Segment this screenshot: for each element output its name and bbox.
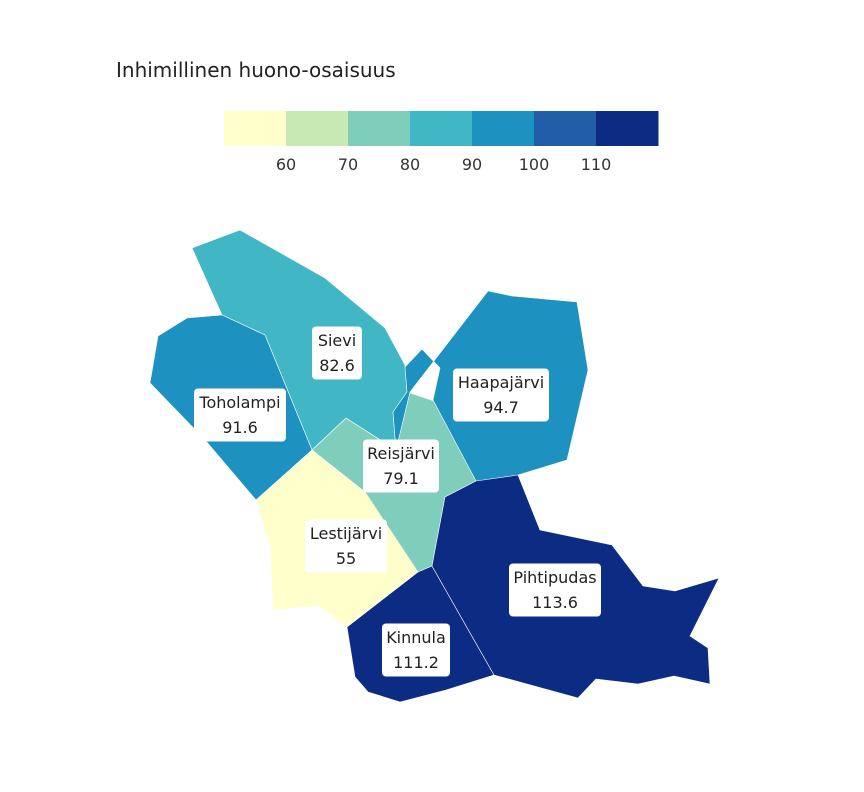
legend-tick-label: 110: [581, 155, 612, 174]
legend-swatch: [286, 111, 349, 146]
region-label-box: [509, 563, 601, 617]
legend-ticks: 60 70 80 90 100 110: [276, 155, 611, 174]
legend-tick-label: 70: [338, 155, 358, 174]
region-label-box: [453, 368, 549, 422]
legend: 60 70 80 90 100 110: [224, 111, 659, 174]
region-label-pihtipudas: Pihtipudas 113.6: [509, 563, 601, 617]
region-label-haapajarvi: Haapajärvi 94.7: [453, 368, 549, 422]
legend-swatch: [472, 111, 535, 146]
region-value: 79.1: [383, 469, 419, 488]
legend-swatch: [224, 111, 287, 146]
region-label-sievi: Sievi 82.6: [312, 326, 362, 380]
region-name: Toholampi: [198, 393, 280, 412]
region-name: Reisjärvi: [367, 444, 435, 463]
region-label-toholampi: Toholampi 91.6: [194, 388, 286, 442]
region-label-box: [305, 519, 387, 573]
legend-swatch: [348, 111, 411, 146]
legend-swatch: [596, 111, 659, 146]
legend-swatch: [410, 111, 473, 146]
region-name: Lestijärvi: [310, 524, 382, 543]
region-label-lestijarvi: Lestijärvi 55: [305, 519, 387, 573]
legend-tick-label: 90: [462, 155, 482, 174]
region-value: 55: [336, 549, 356, 568]
legend-swatch: [534, 111, 597, 146]
legend-tick-label: 100: [519, 155, 550, 174]
region-value: 91.6: [222, 418, 258, 437]
legend-swatches: [224, 111, 659, 146]
region-value: 82.6: [319, 356, 355, 375]
region-labels: Sievi 82.6 Toholampi 91.6 Haapajärvi 94.7 Reis…: [194, 326, 601, 677]
region-name: Sievi: [318, 331, 356, 350]
region-value: 94.7: [483, 398, 519, 417]
map-title: Inhimillinen huono-osaisuus: [116, 58, 396, 82]
region-name: Pihtipudas: [513, 568, 596, 587]
region-name: Haapajärvi: [458, 373, 544, 392]
legend-tick-label: 60: [276, 155, 296, 174]
legend-tick-label: 80: [400, 155, 420, 174]
region-label-kinnula: Kinnula 111.2: [382, 623, 450, 677]
region-label-box: [363, 439, 439, 493]
region-label-box: [382, 623, 450, 677]
region-name: Kinnula: [386, 628, 446, 647]
region-value: 111.2: [393, 653, 439, 672]
region-value: 113.6: [532, 593, 578, 612]
region-label-box: [194, 388, 286, 442]
region-label-box: [312, 326, 362, 380]
region-label-reisjarvi: Reisjärvi 79.1: [363, 439, 439, 493]
